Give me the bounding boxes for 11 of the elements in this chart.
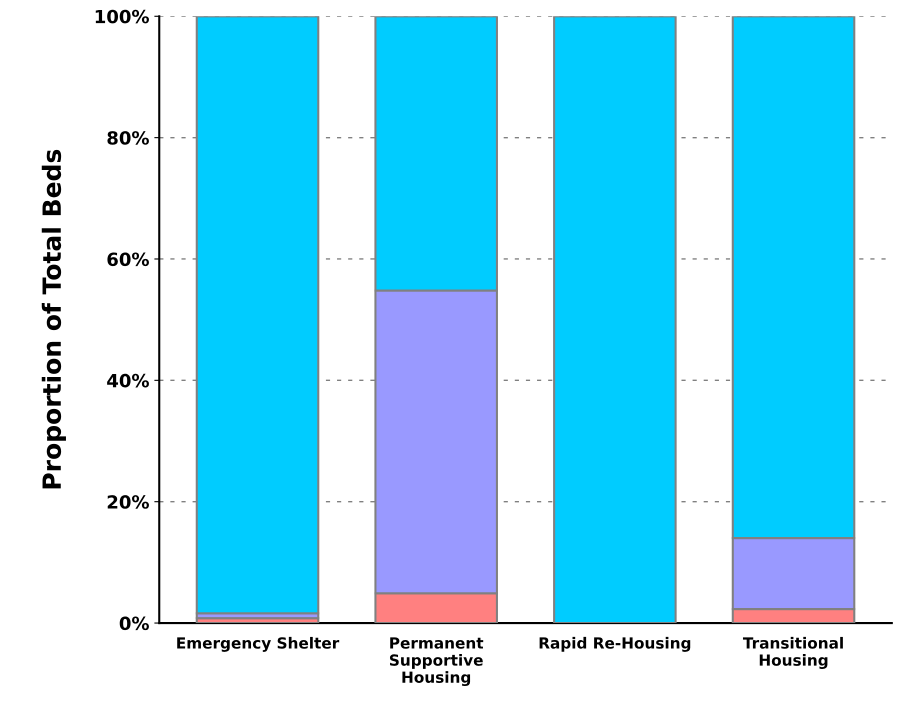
x-tick-label: Transitional Housing [742,636,843,669]
x-tick-label: Permanent Supportive Housing [390,637,484,686]
y-tick-label: 80% [107,131,149,145]
y-tick-label: 0% [120,616,149,630]
x-tick-label: Rapid Re-Housing [540,636,690,652]
y-tick-label: 60% [107,252,149,266]
x-tick-label: Emergency Shelter [177,636,340,652]
y-tick-label: 40% [107,374,149,388]
y-axis-title: Proportion of Total Beds [42,150,66,488]
y-tick-label: 20% [108,495,149,509]
y-tick-label: 100% [96,10,149,24]
